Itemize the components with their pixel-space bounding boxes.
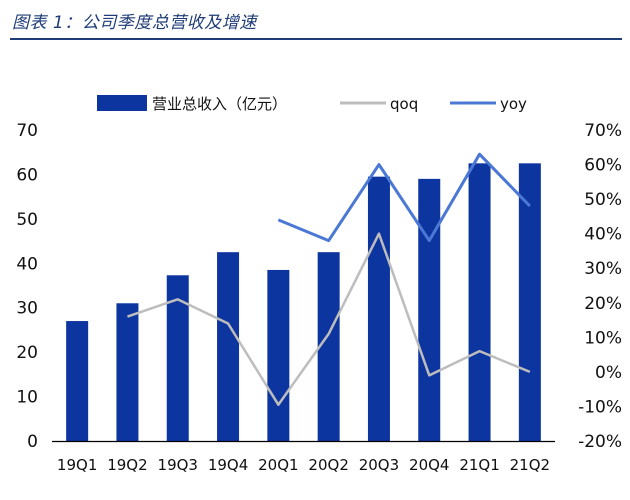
x-tick-label: 21Q2 <box>510 456 550 474</box>
legend-label-revenue: 营业总收入（亿元） <box>152 95 287 113</box>
right-tick-label: 60% <box>584 156 622 176</box>
revenue-bar <box>518 163 541 442</box>
line-series <box>127 152 531 406</box>
revenue-bar <box>418 178 441 441</box>
x-tick-label: 19Q4 <box>208 456 248 474</box>
yoy-line <box>277 152 531 243</box>
left-tick-label: 50 <box>16 210 38 230</box>
x-tick-label: 19Q1 <box>57 456 97 474</box>
x-tick-label: 20Q3 <box>359 456 399 474</box>
revenue-bar <box>367 176 390 441</box>
left-tick-label: 20 <box>16 343 38 363</box>
left-tick-label: 0 <box>27 432 38 452</box>
left-tick-label: 30 <box>16 299 38 319</box>
x-axis: 19Q1 19Q2 19Q3 19Q4 20Q1 20Q2 20Q3 20Q4 21Q1 21Q2 <box>52 440 555 474</box>
figure-title: 图表 1：公司季度总营收及增速 <box>12 13 257 33</box>
x-tick-label: 19Q2 <box>107 456 147 474</box>
left-axis: 0 10 20 30 40 50 60 70 <box>16 121 38 452</box>
x-tick-label: 20Q1 <box>258 456 298 474</box>
revenue-bar <box>217 252 240 441</box>
qoq-line <box>127 232 531 406</box>
left-tick-label: 10 <box>16 388 38 408</box>
legend-label-qoq: qoq <box>390 95 418 113</box>
revenue-bar <box>166 275 189 441</box>
right-tick-label: 0% <box>595 363 622 383</box>
right-tick-label: 50% <box>584 190 622 210</box>
bar-series <box>66 163 541 442</box>
right-tick-label: 20% <box>584 294 622 314</box>
right-tick-label: 10% <box>584 328 622 348</box>
x-tick-label: 21Q1 <box>459 456 499 474</box>
right-axis: -20% -10% 0% 10% 20% 30% 40% 50% 60% 70% <box>578 121 622 452</box>
right-tick-label: 30% <box>584 259 622 279</box>
right-tick-label: 40% <box>584 225 622 245</box>
right-tick-label: -10% <box>578 397 622 417</box>
revenue-bar <box>116 303 139 441</box>
left-tick-label: 40 <box>16 254 38 274</box>
x-tick-label: 19Q3 <box>158 456 198 474</box>
revenue-bar <box>66 321 89 441</box>
revenue-bar <box>267 269 290 441</box>
left-tick-label: 70 <box>16 121 38 141</box>
right-tick-label: 70% <box>584 121 622 141</box>
left-tick-label: 60 <box>16 165 38 185</box>
revenue-bar <box>468 163 491 442</box>
revenue-bar <box>317 252 340 441</box>
legend: 营业总收入（亿元） qoq yoy <box>97 95 527 113</box>
title-rule <box>10 38 622 40</box>
right-tick-label: -20% <box>578 432 622 452</box>
legend-label-yoy: yoy <box>500 95 527 113</box>
x-tick-label: 20Q4 <box>409 456 449 474</box>
x-tick-label: 20Q2 <box>308 456 348 474</box>
legend-swatch-revenue <box>97 95 147 111</box>
